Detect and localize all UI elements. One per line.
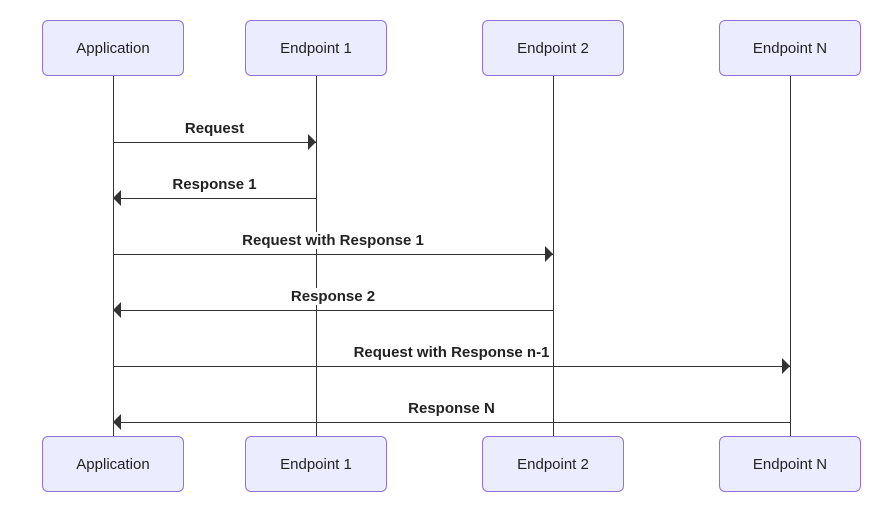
message-arrow xyxy=(113,254,553,255)
participant-box-ep2-top: Endpoint 2 xyxy=(482,20,624,76)
message-label: Request xyxy=(183,120,246,137)
participant-box-app-top: Application xyxy=(42,20,184,76)
arrowhead-icon xyxy=(782,358,790,374)
participant-label: Endpoint 1 xyxy=(280,40,352,57)
message-label: Request with Response 1 xyxy=(240,232,426,249)
message-arrow xyxy=(113,198,316,199)
participant-box-ep2-bottom: Endpoint 2 xyxy=(482,436,624,492)
message-arrow xyxy=(113,142,316,143)
sequence-diagram: Application Endpoint 1 Endpoint 2 Endpoint … xyxy=(0,0,882,528)
arrowhead-icon xyxy=(545,246,553,262)
participant-label: Endpoint 2 xyxy=(517,40,589,57)
message-label: Response N xyxy=(406,400,497,417)
participant-box-app-bottom: Application xyxy=(42,436,184,492)
arrowhead-icon xyxy=(113,302,121,318)
participant-label: Application xyxy=(76,40,149,57)
message-label: Response 2 xyxy=(289,288,377,305)
message-arrow xyxy=(113,366,790,367)
participant-label: Endpoint N xyxy=(753,40,827,57)
message-label: Response 1 xyxy=(170,176,258,193)
participant-box-epn-bottom: Endpoint N xyxy=(719,436,861,492)
participant-box-epn-top: Endpoint N xyxy=(719,20,861,76)
message-arrow xyxy=(113,310,553,311)
lifeline-ep2 xyxy=(553,76,554,436)
participant-label: Endpoint N xyxy=(753,456,827,473)
participant-box-ep1-top: Endpoint 1 xyxy=(245,20,387,76)
arrowhead-icon xyxy=(113,190,121,206)
lifeline-app xyxy=(113,76,114,436)
lifeline-ep1 xyxy=(316,76,317,436)
arrowhead-icon xyxy=(308,134,316,150)
message-arrow xyxy=(113,422,790,423)
participant-label: Application xyxy=(76,456,149,473)
message-label: Request with Response n-1 xyxy=(352,344,552,361)
participant-box-ep1-bottom: Endpoint 1 xyxy=(245,436,387,492)
lifeline-epn xyxy=(790,76,791,436)
participant-label: Endpoint 2 xyxy=(517,456,589,473)
arrowhead-icon xyxy=(113,414,121,430)
participant-label: Endpoint 1 xyxy=(280,456,352,473)
